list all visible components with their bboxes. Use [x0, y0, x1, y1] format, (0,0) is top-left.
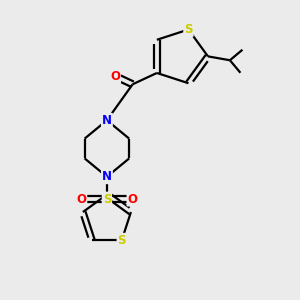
Text: O: O [128, 193, 137, 206]
Text: N: N [102, 170, 112, 183]
Text: N: N [102, 114, 112, 127]
Text: O: O [110, 70, 120, 83]
Text: S: S [118, 234, 126, 247]
Text: S: S [184, 23, 193, 36]
Text: O: O [76, 193, 86, 206]
Text: S: S [103, 193, 111, 206]
